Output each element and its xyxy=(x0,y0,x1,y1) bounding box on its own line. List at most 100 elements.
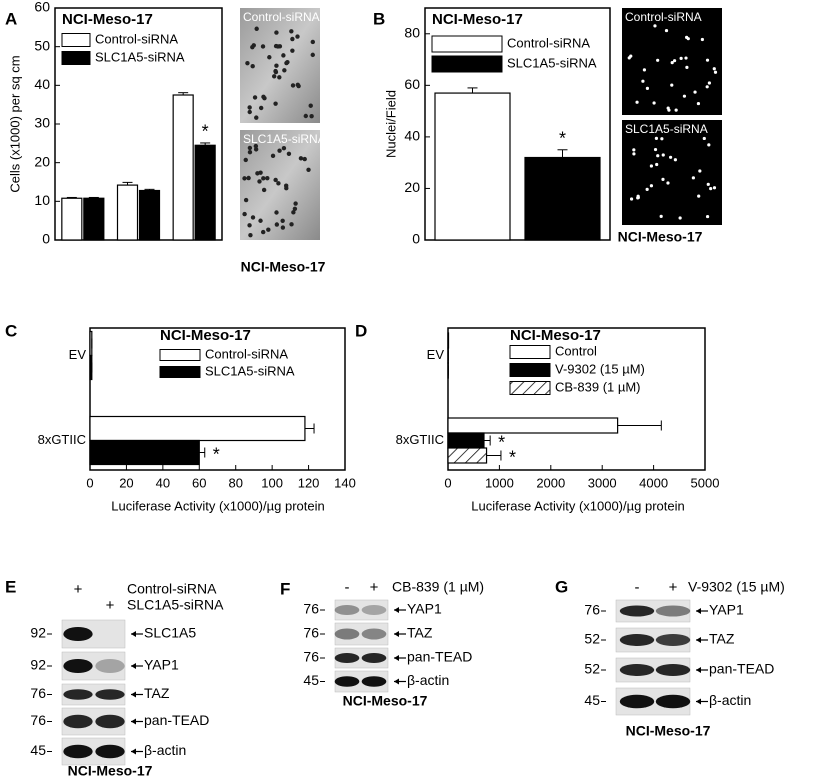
nucleus xyxy=(664,28,669,33)
y-tick-label: 80 xyxy=(404,24,420,40)
x-tick-label: 1000 xyxy=(485,475,514,490)
mw-marker: 45 xyxy=(30,742,46,758)
nucleus xyxy=(661,153,665,157)
nucleus xyxy=(700,37,704,42)
micrograph xyxy=(240,130,320,240)
cell-spot xyxy=(281,145,287,151)
blot-strip xyxy=(334,599,389,621)
legend-swatch xyxy=(509,381,551,395)
cell-spot xyxy=(274,222,280,227)
y-tick-label: 8xGTIIC xyxy=(38,432,86,447)
y-tick-label: 60 xyxy=(404,76,420,92)
nucleus xyxy=(660,137,664,141)
bar xyxy=(83,197,105,241)
arrow-head xyxy=(131,631,136,637)
cell-spot xyxy=(247,149,253,155)
mw-marker: 76 xyxy=(584,602,600,618)
blot-band xyxy=(334,628,360,640)
nucleus xyxy=(636,194,640,198)
x-tick-label: 5000 xyxy=(691,475,720,490)
nucleus xyxy=(649,184,654,188)
nucleus xyxy=(707,143,711,147)
cell-spot xyxy=(247,105,252,110)
y-tick-label: 0 xyxy=(42,231,50,247)
y-tick-label: 50 xyxy=(34,37,50,53)
cell-spot xyxy=(306,167,311,173)
arrow-head xyxy=(394,678,399,685)
nucleus xyxy=(669,155,673,159)
condition-label: Control-siRNA xyxy=(127,581,217,597)
blot-band xyxy=(95,744,125,759)
cell-spot xyxy=(273,101,278,106)
cell-spot xyxy=(250,215,256,220)
nucleus xyxy=(641,79,645,83)
y-tick-label: 20 xyxy=(404,179,420,195)
blot-caption: NCI-Meso-17 xyxy=(626,723,711,739)
nucleus xyxy=(645,187,649,191)
cell-spot xyxy=(250,64,255,69)
micrograph-label: Control-siRNA xyxy=(625,10,702,24)
nucleus xyxy=(666,181,670,185)
nucleus xyxy=(702,136,706,141)
cell-spot xyxy=(293,201,298,206)
error-bar xyxy=(199,447,206,458)
cell-spot xyxy=(290,36,295,42)
lane-sign: + xyxy=(74,581,83,598)
micrograph-caption: NCI-Meso-17 xyxy=(618,229,703,245)
error-bar xyxy=(144,188,155,191)
legend-label: SLC1A5-siRNA xyxy=(507,55,597,70)
cell-spot xyxy=(260,44,266,49)
bar xyxy=(434,92,511,241)
cell-spot xyxy=(252,95,258,100)
y-tick-label: 30 xyxy=(34,115,50,131)
arrow-head xyxy=(394,607,399,613)
error-bar xyxy=(88,196,99,199)
bar xyxy=(447,432,485,449)
cell-spot xyxy=(276,181,281,186)
x-axis-label: Luciferase Activity (x1000)/µg protein xyxy=(111,498,324,513)
cell-spot xyxy=(267,55,272,60)
legend-swatch xyxy=(159,349,201,361)
x-tick-label: 0 xyxy=(86,475,93,490)
arrow-head xyxy=(394,655,399,661)
blot-band xyxy=(655,605,691,617)
nucleus xyxy=(709,187,713,191)
cell-spot xyxy=(290,48,295,53)
cell-spot xyxy=(245,60,250,66)
cell-spot xyxy=(243,197,249,203)
y-tick-label: 0 xyxy=(412,231,420,247)
blot-band xyxy=(361,605,387,615)
nucleus xyxy=(654,136,659,140)
cell-spot xyxy=(274,30,279,35)
error-bar xyxy=(200,142,211,146)
nucleus xyxy=(629,197,634,201)
mw-marker: 76 xyxy=(30,685,46,701)
cell-spot xyxy=(257,179,262,184)
error-bar xyxy=(304,423,315,434)
nucleus xyxy=(705,85,709,89)
nucleus xyxy=(678,216,682,220)
cell-spot xyxy=(277,148,282,153)
protein-label: TAZ xyxy=(407,625,433,641)
arrow-head xyxy=(696,698,701,705)
legend-swatch xyxy=(61,33,91,47)
cell-spot xyxy=(274,210,279,215)
condition-label: V-9302 (15 µM) xyxy=(688,579,785,595)
nucleus xyxy=(706,182,710,186)
blot-band xyxy=(63,689,93,700)
blot-band xyxy=(619,634,655,646)
cell-spot xyxy=(261,229,266,235)
protein-label: pan-TEAD xyxy=(407,649,472,665)
bar xyxy=(61,197,83,241)
arrow-head xyxy=(696,667,701,673)
chart-title: NCI-Meso-17 xyxy=(510,327,601,344)
legend-label: V-9302 (15 µM) xyxy=(555,361,645,376)
blot-strip xyxy=(61,651,126,681)
panel-letter: D xyxy=(355,321,367,340)
nucleus xyxy=(705,58,710,62)
protein-label: pan-TEAD xyxy=(709,661,774,677)
cell-spot xyxy=(273,177,278,183)
cell-spot xyxy=(295,34,300,39)
cell-spot xyxy=(271,74,277,79)
blot-band xyxy=(655,634,691,646)
